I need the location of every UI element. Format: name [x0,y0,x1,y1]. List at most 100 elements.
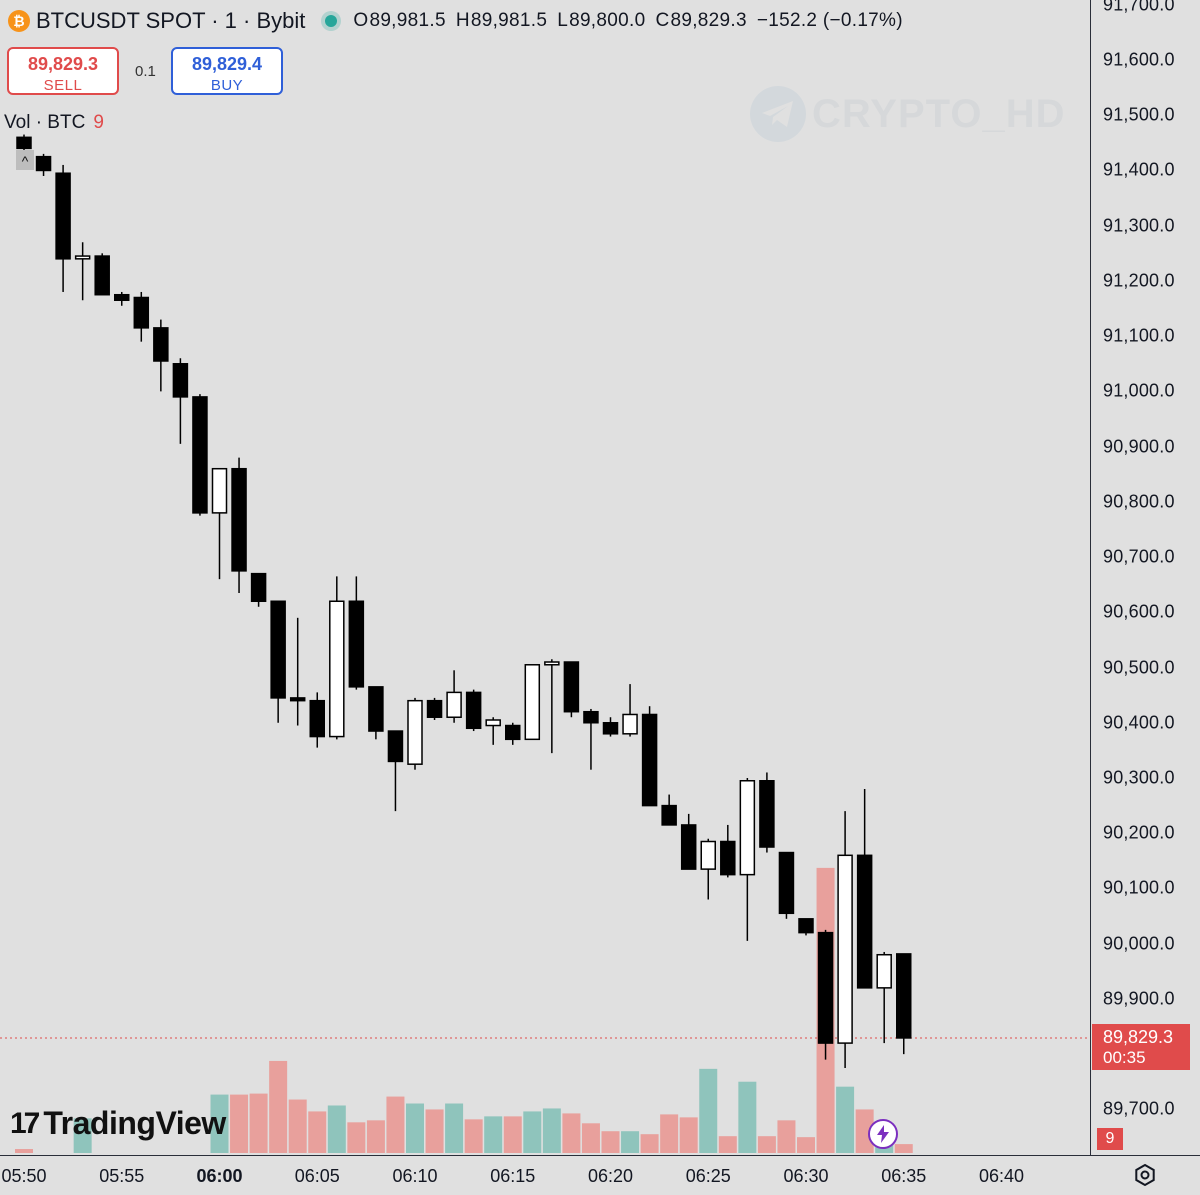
time-tick-label: 06:35 [881,1166,927,1186]
candle [387,730,404,812]
telegram-icon [750,86,806,142]
candle [348,576,365,690]
candle-body [35,155,52,172]
candles [16,134,912,1068]
time-tick-label: 06:05 [294,1166,340,1186]
candle-body [583,710,599,724]
volume-bar [699,1068,718,1153]
candle [583,708,599,770]
candle [544,659,560,754]
volume-legend-label: Vol · BTC [4,112,86,133]
candle-body [446,691,462,718]
price-tick-label: 90,100.0 [1103,877,1175,898]
candle [289,617,306,726]
candle-body [114,293,130,302]
candle-body [153,327,169,362]
candle [133,291,150,342]
volume-bar [601,1131,620,1153]
candle-body [505,724,521,741]
volume-bar [484,1116,503,1153]
candle-body [192,396,208,514]
candle [759,772,775,853]
candle [661,794,677,826]
volume-legend[interactable]: Vol · BTC 9 [4,112,104,134]
volume-bar [73,1118,92,1153]
volume-bar [347,1122,366,1153]
candle-body [856,854,873,989]
candle-body [641,713,658,807]
volume-bar [269,1060,288,1153]
lightning-icon[interactable] [868,1119,898,1149]
time-tick-label: 06:30 [783,1166,829,1186]
candlestick-plot[interactable] [0,0,1090,1155]
price-tick-label: 89,900.0 [1103,988,1175,1009]
candle-body [289,697,306,702]
symbol-header: ₿ BTCUSDT SPOT · 1 · Bybit O89,981.5 H89,… [8,8,903,34]
candle [231,457,247,593]
candle-body [16,136,32,150]
time-tick-label: 06:00 [196,1166,243,1186]
candle [426,697,443,720]
volume-bar [562,1113,581,1153]
candle [446,670,462,723]
candle [485,717,501,745]
current-price-value: 89,829.3 [1103,1027,1174,1047]
settings-gear-icon[interactable] [1133,1163,1157,1187]
candle [505,722,521,745]
candle [622,684,638,737]
candle-body [700,840,716,870]
volume-bar [210,1094,229,1153]
price-tick-label: 90,200.0 [1103,822,1175,843]
change-value: −152.2 (−0.17%) [756,10,903,31]
price-tick-label: 90,600.0 [1103,601,1175,622]
sell-label: SELL [43,77,83,94]
volume-legend-value: 9 [93,112,104,133]
volume-tag: 9 [1097,1128,1123,1150]
volume-bar [386,1096,405,1153]
candle [641,706,658,807]
candle-body [55,172,71,260]
candle [368,686,384,740]
volume-bar [894,1144,913,1153]
candle-body [622,713,638,735]
candle [700,838,716,900]
time-tick-label: 06:25 [685,1166,731,1186]
candle [680,813,697,870]
candle [270,600,286,723]
candle [465,689,482,732]
symbol-title[interactable]: BTCUSDT SPOT · 1 · Bybit [36,8,306,33]
candle [602,717,619,737]
candle-body [270,600,286,699]
candle [94,253,110,296]
price-axis-border [1090,0,1091,1155]
volume-bar [15,1149,33,1153]
price-tick-label: 91,300.0 [1103,215,1175,236]
price-tick-label: 91,600.0 [1103,49,1175,70]
candle [250,572,267,607]
candle [74,242,91,301]
sell-button[interactable]: 89,829.3 SELL [7,47,119,95]
candle [407,697,423,770]
tradingview-logo[interactable]: 17 TradingView [10,1105,226,1142]
low-value: 89,800.0 [569,10,646,31]
volume-bar [288,1099,307,1153]
candle [172,358,189,444]
buy-button[interactable]: 89,829.4 BUY [171,47,283,95]
candle [563,661,580,718]
volume-bar [308,1111,327,1153]
watermark: CRYPTO_HD [750,86,1066,142]
candle-body [544,661,560,666]
high-value: 89,981.5 [470,10,548,31]
price-tick-label: 91,000.0 [1103,380,1175,401]
volume-bar [738,1081,757,1153]
collapse-chevron-up-icon[interactable]: ^ [16,150,34,170]
volume-bar [581,1123,600,1153]
volume-bar [797,1137,815,1153]
volume-bar [230,1094,249,1153]
candle [876,951,892,1044]
volume-bar [640,1134,659,1153]
close-value: 89,829.3 [670,10,747,31]
candle-body [407,699,423,765]
time-axis-border [0,1155,1200,1156]
buy-label: BUY [210,77,244,94]
